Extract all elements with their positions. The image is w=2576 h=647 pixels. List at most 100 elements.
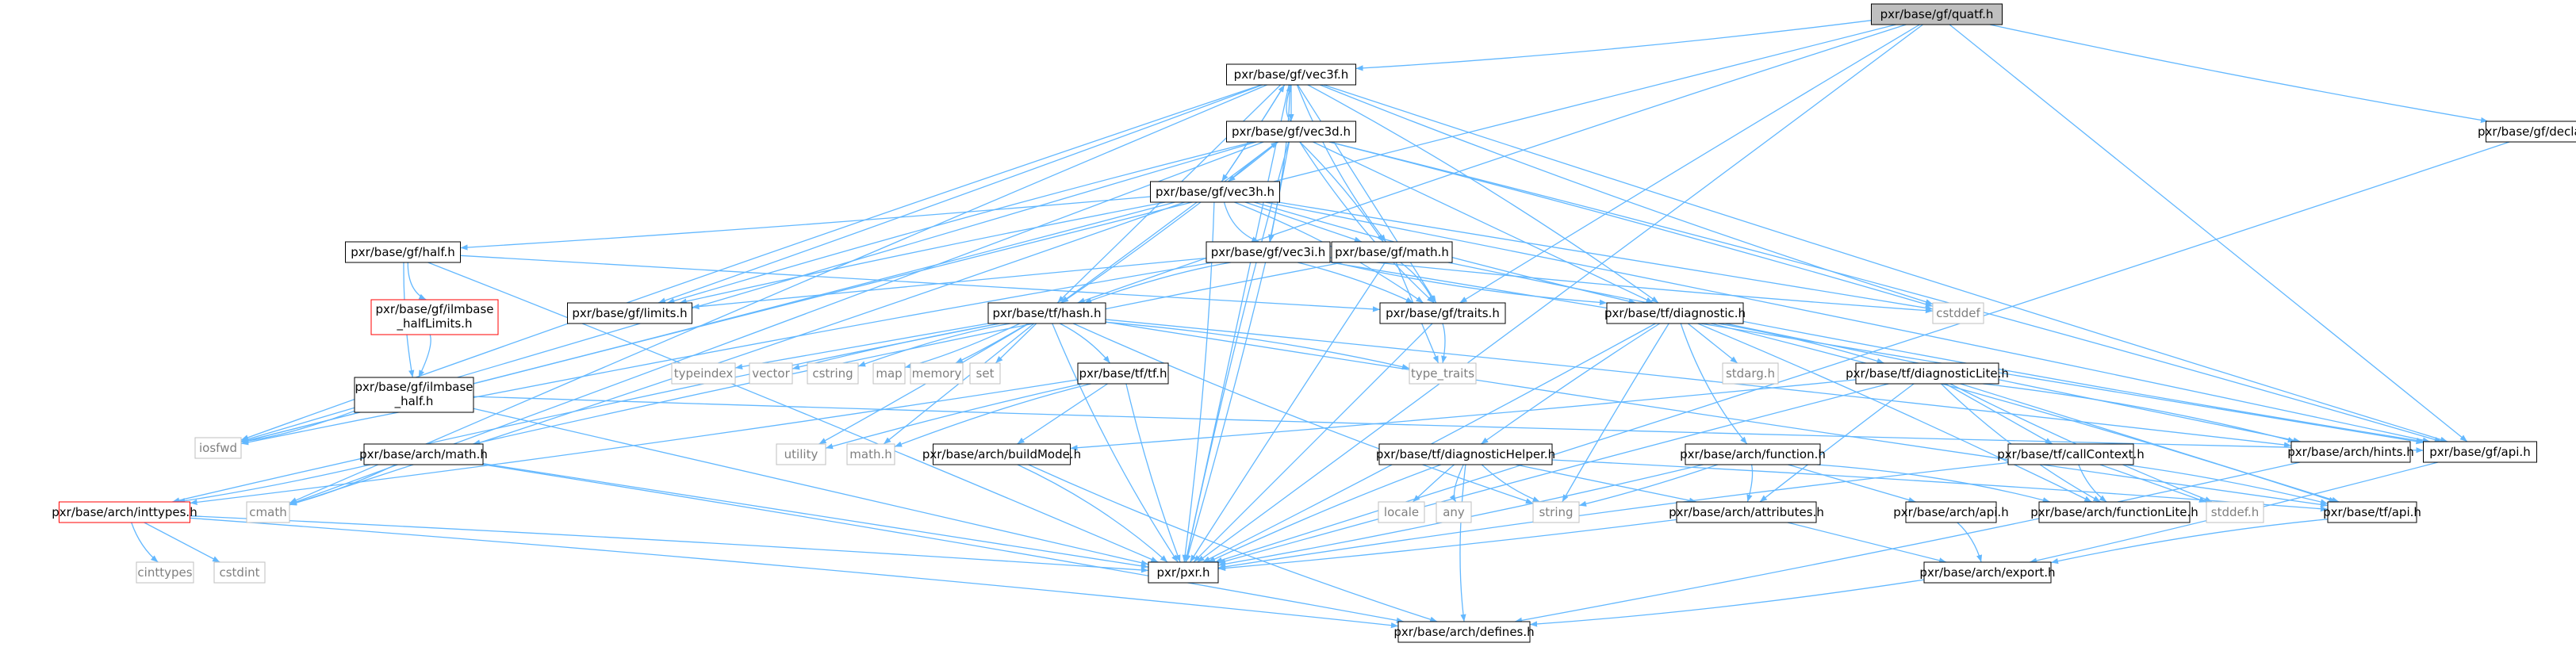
node-limits[interactable]: pxr/base/gf/limits.h — [567, 302, 692, 324]
edge-vec3i-to-traits — [1297, 262, 1414, 304]
node-box-attributes — [1676, 501, 1817, 523]
node-stdarg: stdarg.h — [1722, 362, 1779, 385]
node-traits[interactable]: pxr/base/gf/traits.h — [1379, 302, 1506, 324]
edge-traits-to-pxr — [1193, 323, 1433, 563]
edge-quatf-to-hash — [1077, 24, 1907, 304]
node-ilmhalf[interactable]: pxr/base/gf/ilmbase_half.h — [354, 377, 474, 413]
node-box-vec3h — [1150, 181, 1280, 203]
edge-attributes-to-pxr — [1217, 519, 1677, 572]
node-set: set — [969, 362, 1001, 385]
node-funclite[interactable]: pxr/base/arch/functionLite.h — [2030, 501, 2198, 523]
edge-vec3d-to-traits — [1299, 141, 1435, 304]
edge-hash-to-typeindex — [734, 323, 989, 370]
node-cstring: cstring — [807, 362, 859, 385]
node-box-hints — [2290, 441, 2411, 463]
edge-callctx-to-stddef — [2099, 464, 2207, 503]
edge-tfapi-to-export — [2050, 519, 2329, 565]
node-hints[interactable]: pxr/base/arch/hints.h — [2287, 441, 2414, 463]
node-label-mathh: math.h — [849, 447, 891, 461]
node-attributes[interactable]: pxr/base/arch/attributes.h — [1669, 501, 1824, 523]
edge-archmath-to-cmath — [289, 464, 397, 506]
edge-vec3h-to-cstddef — [1278, 201, 1934, 311]
node-box-half — [345, 241, 461, 263]
node-memory: memory — [910, 362, 964, 385]
edge-half-to-pxr — [427, 262, 1159, 563]
node-pxr[interactable]: pxr/pxr.h — [1148, 561, 1219, 584]
edge-diaghelper-to-locale — [1412, 464, 1455, 503]
node-box-cstddef — [1932, 302, 1984, 324]
node-export[interactable]: pxr/base/arch/export.h — [1919, 561, 2056, 584]
node-box-mathh — [846, 443, 895, 465]
node-label-quatf: pxr/base/gf/quatf.h — [1880, 7, 1994, 21]
edge-archfunc-to-attributes — [1746, 464, 1754, 503]
node-diaglite[interactable]: pxr/base/tf/diagnosticLite.h — [1846, 362, 2009, 385]
node-box-tftf — [1077, 362, 1169, 385]
node-vec3i[interactable]: pxr/base/gf/vec3i.h — [1206, 241, 1331, 263]
edge-quatf-to-traits — [1459, 24, 1920, 304]
edge-vec3f-to-traits — [1297, 84, 1437, 304]
node-gfmath[interactable]: pxr/base/gf/math.h — [1331, 241, 1453, 263]
node-label-cstring: cstring — [812, 366, 853, 381]
edge-vec3d-to-vec3f — [1286, 84, 1292, 122]
node-box-map — [872, 362, 906, 385]
edge-half-to-traits — [460, 255, 1381, 312]
node-hash[interactable]: pxr/base/tf/hash.h — [987, 302, 1106, 324]
node-defines[interactable]: pxr/base/arch/defines.h — [1393, 621, 1535, 643]
node-label-utility: utility — [784, 447, 818, 461]
edge-archfunc-to-string — [1578, 464, 1719, 507]
node-map: map — [872, 362, 906, 385]
node-vec3f[interactable]: pxr/base/gf/vec3f.h — [1226, 63, 1356, 86]
node-vec3d[interactable]: pxr/base/gf/vec3d.h — [1226, 121, 1356, 143]
edge-ilmhalf-to-pxr — [473, 408, 1149, 566]
node-callctx[interactable]: pxr/base/tf/callContext.h — [1997, 443, 2145, 465]
node-vec3h[interactable]: pxr/base/gf/vec3h.h — [1150, 181, 1280, 203]
edge-attributes-to-export — [1787, 522, 1947, 564]
node-label-map: map — [876, 366, 902, 381]
edge-buildmode-to-pxr — [1017, 464, 1168, 563]
node-ilmlimits[interactable]: pxr/base/gf/ilmbase_halfLimits.h — [370, 299, 499, 335]
node-box-archmath — [363, 443, 484, 465]
edge-hash-to-tftf — [1060, 323, 1111, 364]
node-box-locale — [1378, 501, 1425, 523]
edge-diagnostic-to-diaghelper — [1480, 323, 1661, 445]
edge-vec3h-to-gfapi — [1265, 201, 2430, 443]
node-gfapi[interactable]: pxr/base/gf/api.h — [2423, 441, 2537, 463]
node-label-tfapi: pxr/base/tf/api.h — [2323, 505, 2421, 519]
node-box-pxr — [1148, 561, 1219, 584]
node-inttypes[interactable]: pxr/base/arch/inttypes.h — [52, 501, 197, 523]
node-mathh: math.h — [846, 443, 895, 465]
edge-vec3f-to-cstddef — [1320, 84, 1934, 305]
node-declare[interactable]: pxr/base/gf/declare.h — [2478, 121, 2576, 143]
edge-tftf-to-pxr — [1125, 383, 1181, 563]
node-quatf[interactable]: pxr/base/gf/quatf.h — [1871, 3, 2003, 25]
edge-vec3i-to-limits — [692, 257, 1207, 310]
edge-inttypes-to-pxr — [190, 515, 1149, 573]
node-archapi[interactable]: pxr/base/arch/api.h — [1893, 501, 2009, 523]
node-label-ilmlimits: _halfLimits.h — [397, 316, 473, 331]
node-label-limits: pxr/base/gf/limits.h — [572, 306, 687, 320]
node-archmath[interactable]: pxr/base/arch/math.h — [359, 443, 488, 465]
node-label-diaghelper: pxr/base/tf/diagnosticHelper.h — [1376, 447, 1555, 461]
node-tfapi[interactable]: pxr/base/tf/api.h — [2323, 501, 2421, 523]
node-diaghelper[interactable]: pxr/base/tf/diagnosticHelper.h — [1376, 443, 1555, 465]
node-box-cstdint — [213, 561, 266, 584]
node-box-hash — [987, 302, 1106, 324]
node-diagnostic[interactable]: pxr/base/tf/diagnostic.h — [1604, 302, 1746, 324]
node-box-memory — [910, 362, 964, 385]
node-typeindex: typeindex — [671, 362, 736, 385]
node-box-traits — [1379, 302, 1506, 324]
edge-vec3i-to-cstddef — [1329, 257, 1934, 314]
node-label-declare: pxr/base/gf/declare.h — [2478, 124, 2576, 139]
node-box-type_traits — [1409, 362, 1477, 385]
node-buildmode[interactable]: pxr/base/arch/buildMode.h — [922, 443, 1081, 465]
edge-callctx-to-pxr — [1217, 461, 2009, 570]
node-label-funclite: pxr/base/arch/functionLite.h — [2030, 505, 2198, 519]
node-half[interactable]: pxr/base/gf/half.h — [345, 241, 461, 263]
node-archfunc[interactable]: pxr/base/arch/function.h — [1680, 443, 1826, 465]
node-box-iosfwd — [194, 437, 242, 459]
node-label-string: string — [1539, 505, 1573, 519]
edge-diagnostic-to-string — [1562, 323, 1669, 503]
node-stddef: stddef.h — [2206, 501, 2264, 523]
node-tftf[interactable]: pxr/base/tf/tf.h — [1077, 362, 1169, 385]
edge-gfmath-to-traits — [1400, 262, 1435, 304]
